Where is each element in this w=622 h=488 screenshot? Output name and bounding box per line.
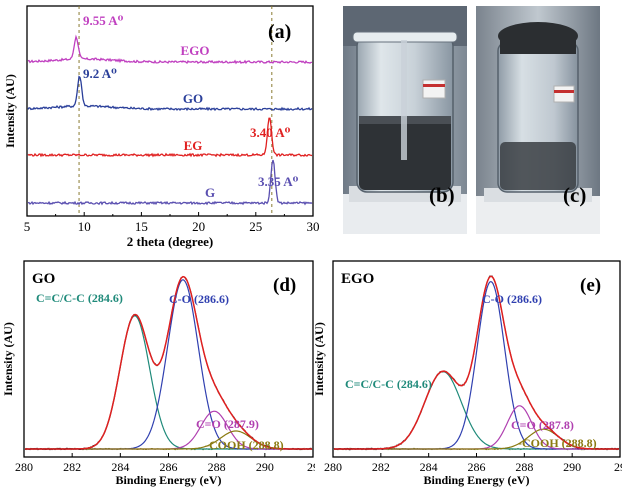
component-label-1: C-O (286.6): [169, 292, 229, 306]
x-tick-label-4: 25: [249, 219, 262, 234]
chart-title: EGO: [341, 271, 374, 287]
component-label-2: C=O (287.8): [511, 418, 574, 432]
panel-label-c: (c): [563, 183, 587, 207]
component-label-0: C=C/C-C (284.6): [345, 377, 432, 391]
x-axis-label: 2 theta (degree): [127, 234, 213, 249]
y-axis-label: Intensity (AU): [3, 74, 17, 148]
x-axis-label: Binding Energy (eV): [115, 473, 221, 487]
x-tick-label-1: 282: [63, 460, 81, 474]
panel-label: (d): [273, 275, 296, 296]
series-line-g: [27, 159, 313, 206]
component-peak-1: [334, 280, 619, 450]
x-tick-label-6: 29: [614, 460, 622, 474]
x-tick-label-0: 280: [324, 460, 342, 474]
panel-label-a: (a): [268, 21, 291, 43]
series-line-eg: [27, 117, 313, 158]
x-axis-label: Binding Energy (eV): [423, 473, 529, 487]
component-label-2: C=O (287.9): [196, 417, 259, 431]
x-tick-label-0: 280: [15, 460, 33, 474]
series-line-go: [27, 75, 313, 112]
x-tick-label-4: 288: [208, 460, 226, 474]
raw-data-line: [333, 275, 620, 451]
xps-go-chart: 280 282 284 286 288 290 29 Binding Energy (eV) I…: [1, 260, 315, 487]
x-tick-label-3: 20: [192, 219, 205, 234]
series-label-go: GO: [183, 91, 203, 106]
x-tick-label-2: 15: [135, 219, 148, 234]
xps-ego-chart: 280 282 284 286 288 290 29 Binding Energy (eV) I…: [313, 260, 622, 487]
series-label-ego: EGO: [181, 43, 210, 58]
peak-label-go: 9.2 A⁰: [83, 66, 117, 81]
plot-frame: [332, 260, 621, 458]
chart-title: GO: [32, 271, 55, 287]
component-peak-0: [25, 315, 312, 450]
component-label-3: -COOH (288.8): [518, 436, 597, 450]
x-tick-label-5: 30: [307, 219, 320, 234]
y-axis-label: Intensity (AU): [1, 322, 15, 396]
peak-label-g: 3.35 A⁰: [258, 174, 299, 189]
component-label-0: C=C/C-C (284.6): [36, 291, 123, 305]
x-tick-label-4: 288: [515, 460, 533, 474]
envelope-fit-line: [334, 275, 619, 450]
series-label-eg: EG: [184, 138, 203, 153]
beaker-c-illustration: [476, 6, 600, 234]
peak-label-ego: 9.55 A⁰: [83, 13, 124, 28]
panel-label-b: (b): [429, 183, 455, 207]
beaker-b-illustration: [343, 6, 467, 234]
x-tick-label-2: 284: [420, 460, 438, 474]
component-label-1: C-O (286.6): [482, 292, 542, 306]
peak-label-eg: 3.40 A⁰: [250, 125, 291, 140]
x-tick-label-1: 282: [372, 460, 390, 474]
envelope-fit-line: [25, 275, 312, 450]
x-tick-label-0: 5: [24, 219, 31, 234]
series-line-ego: [27, 34, 312, 65]
photo-beaker-b: [343, 6, 467, 234]
x-tick-label-5: 290: [256, 460, 274, 474]
x-tick-label-5: 290: [563, 460, 581, 474]
photo-beaker-c: [476, 6, 600, 234]
y-axis-label: Intensity (AU): [313, 322, 326, 396]
x-tick-label-2: 284: [111, 460, 129, 474]
component-label-3: -COOH (288.8): [205, 438, 284, 452]
x-tick-label-3: 286: [468, 460, 486, 474]
xrd-chart: 5 10 15 20 25 30 2 theta (degree) Intensity (AU…: [3, 5, 320, 249]
x-tick-label-3: 286: [160, 460, 178, 474]
panel-label: (e): [580, 275, 601, 296]
x-tick-label-6: 29: [307, 460, 315, 474]
x-tick-label-1: 10: [78, 219, 91, 234]
series-label-g: G: [205, 185, 215, 200]
